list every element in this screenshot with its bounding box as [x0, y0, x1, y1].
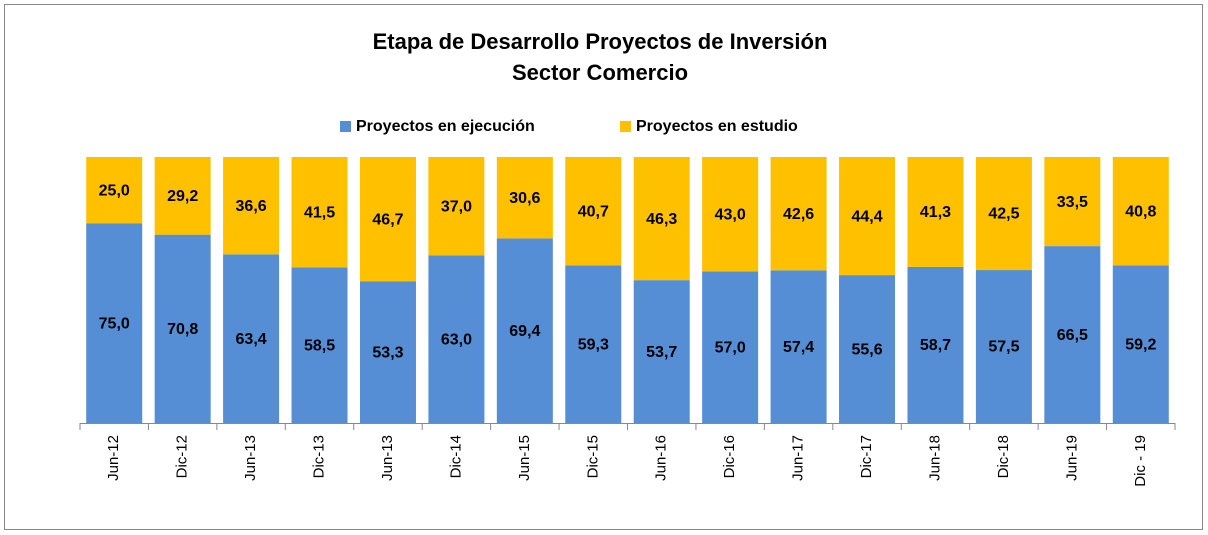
data-label: 46,7	[372, 211, 403, 228]
data-label: 43,0	[715, 206, 746, 223]
x-tick-label: Jun-13	[379, 435, 396, 481]
x-tick-label: Dic-12	[174, 435, 191, 478]
x-tick-label: Jun-13	[242, 435, 259, 481]
x-tick-label: Dic-14	[447, 435, 464, 478]
data-label: 53,3	[372, 344, 403, 361]
data-label: 44,4	[851, 208, 882, 225]
bar-segment	[1112, 157, 1169, 266]
bar-segment	[702, 157, 759, 272]
data-label: 46,3	[646, 211, 677, 228]
bar-segment	[907, 157, 964, 267]
bar-segment	[359, 281, 416, 423]
bar-segment	[223, 157, 280, 255]
x-tick-label: Jun-15	[516, 435, 533, 481]
data-label: 58,5	[304, 337, 335, 354]
data-label: 41,3	[920, 204, 951, 221]
data-label: 59,2	[1125, 336, 1156, 353]
bar-segment	[154, 234, 211, 423]
legend-label: Proyectos en estudio	[636, 118, 798, 135]
x-tick-label: Dic-17	[858, 435, 875, 478]
bar-segment	[702, 271, 759, 423]
data-label: 69,4	[509, 323, 540, 340]
data-label: 55,6	[851, 341, 882, 358]
bar-segment	[907, 266, 964, 423]
bar-segment	[223, 254, 280, 423]
data-label: 40,7	[578, 203, 609, 220]
data-label: 66,5	[1057, 327, 1088, 344]
bar-segment	[975, 157, 1032, 271]
bar-segment	[154, 157, 211, 235]
data-label: 29,2	[167, 188, 198, 205]
data-label: 58,7	[920, 337, 951, 354]
legend-label: Proyectos en ejecución	[356, 118, 535, 135]
data-label: 40,8	[1125, 203, 1156, 220]
bar-segment	[86, 157, 143, 224]
data-label: 53,7	[646, 344, 677, 361]
x-tick-label: Jun-17	[790, 435, 807, 481]
legend-swatch	[620, 121, 631, 132]
x-tick-label: Dic-15	[584, 435, 601, 478]
bar-segment	[1044, 246, 1101, 423]
x-tick-label: Dic-16	[721, 435, 738, 478]
data-label: 57,4	[783, 339, 814, 356]
data-label: 57,5	[988, 339, 1019, 356]
x-tick-label: Dic-18	[995, 435, 1012, 478]
x-tick-label: Dic - 19	[1132, 435, 1149, 487]
bar-segment	[839, 157, 896, 276]
bar-segment	[428, 157, 485, 256]
data-label: 63,4	[236, 331, 267, 348]
data-label: 75,0	[99, 315, 130, 332]
data-label: 36,6	[236, 198, 267, 215]
bar-segment	[975, 270, 1032, 423]
legend-swatch	[340, 121, 351, 132]
data-label: 25,0	[99, 182, 130, 199]
bar-segment	[291, 157, 348, 268]
bar-segment	[770, 157, 827, 271]
x-tick-label: Jun-18	[926, 435, 943, 481]
chart-title: Etapa de Desarrollo Proyectos de Inversi…	[373, 29, 828, 54]
data-label: 30,6	[509, 190, 540, 207]
data-label: 33,5	[1057, 194, 1088, 211]
bar-segment	[565, 157, 622, 266]
data-label: 59,3	[578, 336, 609, 353]
bar-segment	[839, 275, 896, 423]
bar-segment	[496, 238, 553, 423]
bar-segment	[1112, 265, 1169, 423]
chart-subtitle: Sector Comercio	[512, 60, 688, 85]
data-label: 42,5	[988, 206, 1019, 223]
bar-segment	[428, 255, 485, 423]
data-label: 42,6	[783, 206, 814, 223]
data-label: 41,5	[304, 204, 335, 221]
bar-segment	[359, 157, 416, 282]
x-tick-label: Jun-12	[105, 435, 122, 481]
data-label: 57,0	[715, 339, 746, 356]
bar-segment	[633, 280, 690, 423]
x-tick-label: Jun-19	[1063, 435, 1080, 481]
bar-segment	[565, 265, 622, 423]
bar-segment	[496, 157, 553, 239]
bar-segment	[291, 267, 348, 423]
bar-segment	[1044, 157, 1101, 247]
data-label: 37,0	[441, 198, 472, 215]
bar-segment	[86, 223, 143, 423]
x-tick-label: Dic-13	[311, 435, 328, 478]
data-label: 63,0	[441, 331, 472, 348]
bar-segment	[633, 157, 690, 281]
data-label: 70,8	[167, 321, 198, 338]
x-tick-label: Jun-16	[653, 435, 670, 481]
bar-segment	[770, 270, 827, 423]
